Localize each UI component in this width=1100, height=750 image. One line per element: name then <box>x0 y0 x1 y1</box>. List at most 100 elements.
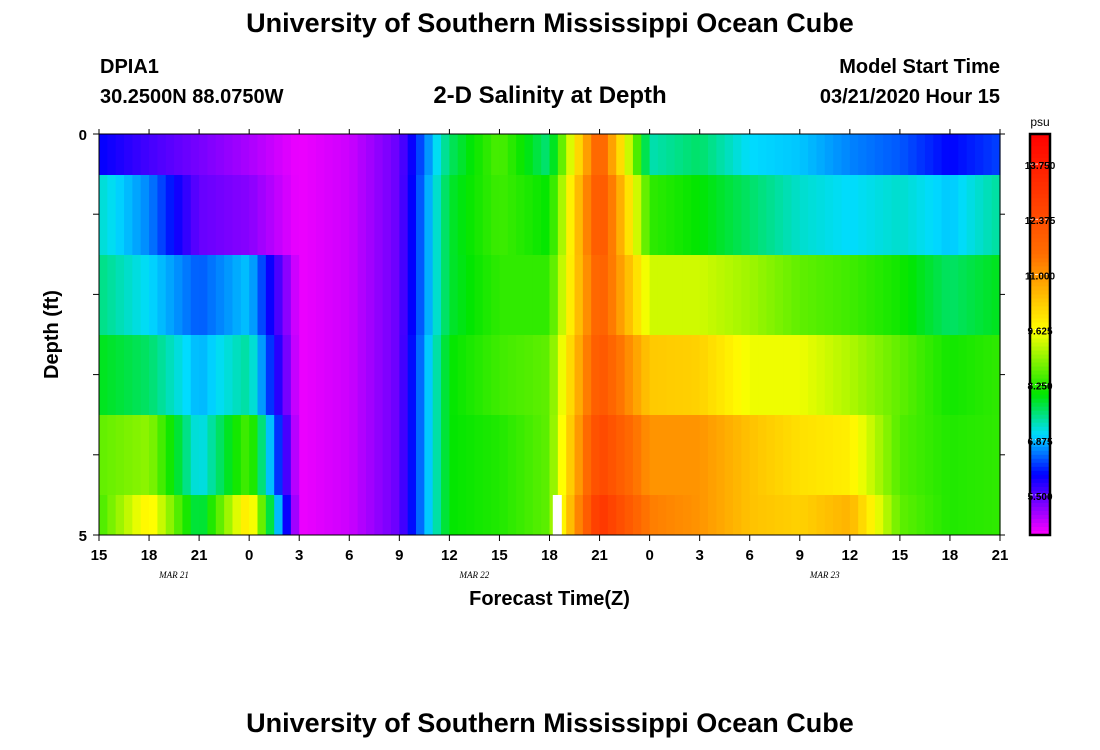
heatmap-cell <box>657 134 667 175</box>
heatmap-cell <box>390 495 400 535</box>
heatmap-cell <box>190 335 200 415</box>
x-axis-label: Forecast Time(Z) <box>469 588 630 610</box>
heatmap-cell <box>582 335 592 415</box>
colorbar-segment <box>1030 214 1050 219</box>
heatmap-cell <box>591 495 601 535</box>
heatmap-cell <box>432 175 442 255</box>
heatmap-cell <box>607 255 617 335</box>
heatmap-cell <box>307 175 317 255</box>
heatmap-cell <box>858 255 868 335</box>
heatmap-cell <box>174 175 184 255</box>
heatmap-cell <box>207 415 217 495</box>
heatmap-cell <box>783 175 793 255</box>
heatmap-cell <box>682 134 692 175</box>
station-coordinates: 30.2500N 88.0750W <box>100 86 284 108</box>
colorbar-segment <box>1030 474 1050 480</box>
heatmap-cell <box>215 415 225 495</box>
heatmap-cell <box>399 415 409 495</box>
heatmap-cell <box>949 134 959 175</box>
heatmap-cell <box>599 415 609 495</box>
heatmap-cell <box>674 134 684 175</box>
heatmap-cell <box>282 134 292 175</box>
x-tick-label: 18 <box>942 547 959 564</box>
heatmap-cell <box>774 175 784 255</box>
heatmap-cell <box>699 495 709 535</box>
heatmap-cell <box>783 255 793 335</box>
heatmap-cell <box>374 495 384 535</box>
heatmap-cell <box>307 335 317 415</box>
heatmap-cell <box>691 415 701 495</box>
heatmap-cell <box>582 495 592 535</box>
heatmap-cell <box>349 175 359 255</box>
heatmap-cell <box>432 415 442 495</box>
x-tick-label: 15 <box>491 547 508 564</box>
heatmap-cell <box>958 175 968 255</box>
heatmap-cell <box>866 175 876 255</box>
heatmap-cell <box>149 335 158 415</box>
heatmap-cell <box>265 134 275 175</box>
heatmap-cell <box>507 255 517 335</box>
heatmap-cell <box>724 134 734 175</box>
colorbar-segment <box>1030 270 1050 275</box>
heatmap-cell <box>716 134 726 175</box>
heatmap-cell <box>441 335 450 415</box>
heatmap-cell <box>199 175 209 255</box>
heatmap-cell <box>174 255 184 335</box>
heatmap-cell <box>866 415 876 495</box>
colorbar-segment <box>1030 294 1050 300</box>
heatmap-cell <box>724 495 734 535</box>
heatmap-cell <box>741 335 751 415</box>
heatmap-cell <box>315 255 325 335</box>
heatmap-cell <box>174 134 184 175</box>
heatmap-cell <box>449 415 459 495</box>
colorbar-segment <box>1030 494 1050 500</box>
heatmap-cell <box>282 255 292 335</box>
heatmap-cell <box>282 175 292 255</box>
colorbar-segment <box>1030 518 1050 524</box>
heatmap-cell <box>933 335 943 415</box>
heatmap-cell <box>866 255 876 335</box>
heatmap-cell <box>674 175 684 255</box>
heatmap-cell <box>416 134 425 175</box>
heatmap-cell <box>165 255 175 335</box>
heatmap-cell <box>741 495 751 535</box>
heatmap-cell <box>616 255 626 335</box>
heatmap-cell <box>207 175 217 255</box>
colorbar-segment <box>1030 278 1050 283</box>
heatmap-cell <box>816 495 826 535</box>
heatmap-cell <box>566 255 576 335</box>
heatmap-cell <box>499 335 509 415</box>
heatmap-cell <box>666 134 676 175</box>
heatmap-cell <box>224 495 234 535</box>
heatmap-cell <box>758 134 767 175</box>
heatmap-cell <box>783 495 793 535</box>
heatmap-cell <box>516 335 526 415</box>
missing-data-marker <box>552 495 562 535</box>
heatmap-cell <box>132 415 142 495</box>
heatmap-cell <box>115 415 125 495</box>
colorbar-segment <box>1030 478 1050 484</box>
date-label: MAR 23 <box>809 570 840 580</box>
heatmap-cell <box>349 255 359 335</box>
heatmap-cell <box>908 415 918 495</box>
heatmap-cell <box>107 415 117 495</box>
heatmap-cell <box>357 495 367 535</box>
heatmap-cell <box>758 255 767 335</box>
heatmap-cell <box>557 175 567 255</box>
heatmap-cell <box>399 134 409 175</box>
heatmap-cell <box>674 335 684 415</box>
heatmap-cell <box>257 255 267 335</box>
colorbar-segment <box>1030 186 1050 191</box>
colorbar-segment <box>1030 158 1050 163</box>
heatmap-cell <box>849 255 859 335</box>
heatmap-cell <box>249 134 259 175</box>
heatmap-cell <box>516 415 526 495</box>
heatmap-cell <box>733 175 742 255</box>
heatmap-cell <box>708 495 717 535</box>
heatmap-cell <box>791 134 801 175</box>
chart-subtitle: 2-D Salinity at Depth <box>433 82 667 109</box>
heatmap-cell <box>649 495 659 535</box>
colorbar-segment <box>1030 322 1050 328</box>
heatmap-cell <box>949 175 959 255</box>
heatmap-cell <box>691 255 701 335</box>
